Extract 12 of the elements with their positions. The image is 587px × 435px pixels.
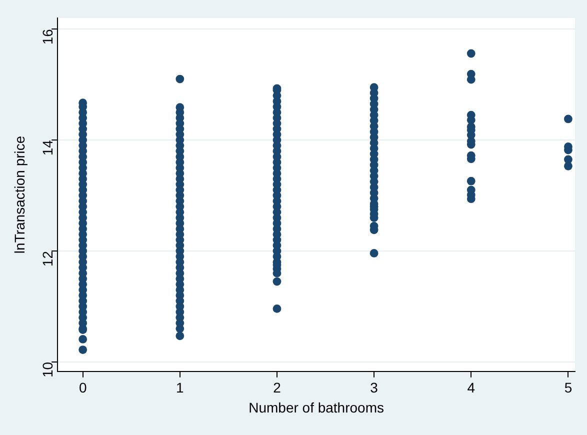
y-tick-label: 14 (39, 140, 56, 156)
y-axis-title: lnTransaction price (11, 136, 28, 254)
y-tick-label: 16 (39, 28, 56, 45)
x-tick-label: 4 (467, 380, 476, 396)
y-tick-label: 10 (39, 362, 56, 378)
y-tick-label: 12 (39, 250, 56, 267)
x-tick-label: 3 (370, 380, 378, 396)
x-tick-label: 0 (78, 380, 87, 396)
x-tick-label: 5 (564, 380, 572, 396)
x-tick-label: 1 (176, 380, 184, 396)
x-tick-label: 2 (273, 380, 282, 396)
x-axis-title: Number of bathrooms (248, 399, 384, 416)
